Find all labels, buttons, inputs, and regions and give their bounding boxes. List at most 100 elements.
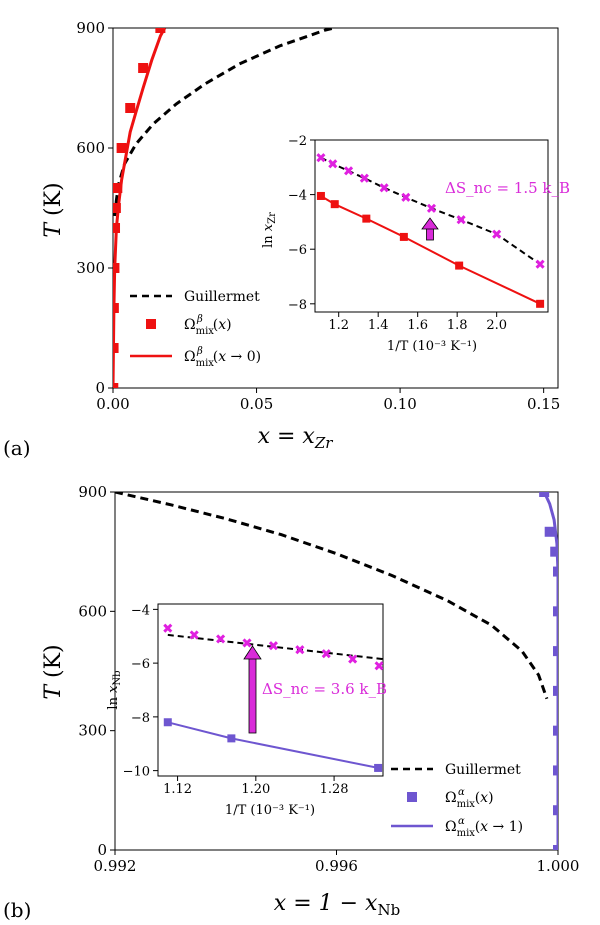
legend-omega-alpha-x1-label: Ωmixα (x → 1) — [445, 816, 523, 839]
panel-a-inset-ytick-label: −2 — [288, 134, 307, 149]
panel-a-inset-ytick-label: −8 — [288, 298, 307, 313]
panel-a-inset-series-0-line — [320, 156, 541, 266]
panel-b-series-1-point — [550, 546, 558, 557]
panel-a-inset-series-1-point — [455, 261, 464, 270]
panel-b-xlabel: x = 1 − xNb — [274, 891, 400, 919]
panel-a-inset-series — [316, 153, 545, 308]
panel-a-ytick-label: 900 — [76, 19, 105, 37]
panel-b-inset-series-2-point — [374, 763, 383, 772]
panel-b-series-2-line — [542, 492, 558, 850]
panel-a-inset-xtick-label: 1.6 — [407, 318, 428, 333]
panel-b-inset: 1.12 1.20 1.28 −10 −8 −6 −4 1/T (10⁻³ K⁻¹) ln … — [106, 603, 387, 818]
panel-a-inset-clip-group — [316, 153, 545, 308]
panel-a-xtick-label: 0.15 — [527, 395, 560, 413]
panel-a-series-1-point — [138, 63, 149, 73]
panel-b-inset-series-1-point — [295, 645, 305, 655]
panel-a-inset-series-0-point — [456, 215, 466, 225]
panel-a-series-1-point — [113, 343, 119, 353]
legend-omega-beta-x0-label: Ωmixβ (x → 0) — [184, 346, 261, 369]
panel-a-inset-series-0-point — [344, 166, 354, 176]
panel-a-inset-series-0-point — [316, 153, 326, 163]
panel-b-series — [115, 492, 558, 850]
panel-a-inset-series-1-point — [399, 232, 408, 241]
panel-a-inset-series-0-point — [535, 259, 545, 269]
panel-b-inset-arrow-shaft — [248, 657, 257, 734]
legend-guillermet-label: Guillermet — [184, 289, 260, 305]
panel-a-series-1-point — [155, 28, 166, 33]
panel-a-inset-annotation: ΔS_nc = 1.5 k_B — [445, 179, 570, 197]
legend-b-guillermet-label: Guillermet — [445, 762, 521, 778]
panel-a-inset-series-0-point — [359, 173, 369, 183]
panel-a-ylabel: T (K) — [41, 182, 66, 237]
panel-b-legend: Guillermet Ωmixα (x) Ωmixα (x → 1) — [391, 762, 523, 839]
panel-a-inset-ytick-label: −6 — [288, 243, 307, 258]
panel-a-ytick-label: 300 — [76, 259, 105, 277]
panel-a-inset-ylabel: ln xZr — [261, 212, 278, 248]
panel-b-series-1-point — [553, 725, 558, 736]
panel-b-inset-series-1-point — [268, 641, 278, 651]
panel-b-inset-xtick-label: 1.28 — [320, 782, 349, 797]
panel-a-xtick-label: 0.00 — [96, 395, 129, 413]
legend-omega-alpha-marker — [407, 792, 417, 802]
panel-a-inset-series-1-point — [536, 299, 545, 308]
panel-b-inset-series-1-point — [189, 630, 199, 640]
panel-b-inset-xtick-label: 1.12 — [163, 782, 192, 797]
panel-b-inset-xtick-label: 1.20 — [241, 782, 270, 797]
panel-a-series-1-point — [113, 263, 120, 273]
panel-b: 0.992 0.996 1.000 0 300 600 900 x = 1 − xNb T … — [3, 483, 579, 922]
panel-b-xtick-label: 0.992 — [94, 857, 137, 875]
panel-a-ticks: 0.00 0.05 0.10 0.15 0 300 600 900 — [76, 19, 560, 413]
panel-a-inset-xtick-label: 1.4 — [368, 318, 389, 333]
panel-b-ytick-label: 900 — [78, 483, 107, 501]
panel-a-xtick-label: 0.10 — [383, 395, 416, 413]
panel-a-inset: 1.2 1.6 2.0 1.4 1.8 −8 −6 −4 −2 1/T (10⁻³ K⁻¹) l… — [261, 134, 570, 354]
panel-b-inset-arrow-head — [243, 645, 262, 660]
panel-a-inset-series-0-point — [426, 203, 437, 213]
panel-a-legend: Guillermet Ωmixβ (x) Ωmixβ (x → 0) — [130, 289, 261, 369]
panel-b-ticks: 0.992 0.996 1.000 0 300 600 900 — [78, 483, 579, 875]
panel-b-series-1-point — [553, 646, 558, 657]
legend-omega-beta-x-label: Ωmixβ (x) — [184, 314, 232, 337]
panel-a-series — [113, 28, 335, 388]
panel-a-inset-arrow-head — [421, 217, 439, 230]
panel-b-inset-ytick-label: −4 — [131, 603, 150, 618]
panel-a-xtick-label: 0.05 — [240, 395, 273, 413]
panel-a-series-2-line — [113, 28, 167, 388]
panel-b-inset-series-1-point — [348, 654, 358, 664]
panel-b-inset-series-2-point — [163, 718, 172, 727]
legend-omega-alpha-x-label: Ωmixα (x) — [445, 787, 494, 810]
panel-a-series-1-point — [113, 303, 119, 313]
panel-a-inset-xtick-label: 1.8 — [447, 318, 468, 333]
panel-a-series-1-point — [116, 143, 127, 153]
panel-b-inset-ticks: 1.12 1.20 1.28 −10 −8 −6 −4 — [123, 603, 349, 797]
legend-omega-beta-marker — [146, 319, 156, 329]
panel-a-inset-ticks: 1.2 1.6 2.0 1.4 1.8 −8 −6 −4 −2 — [288, 134, 507, 333]
panel-b-series-1-point — [553, 765, 558, 776]
panel-b-inset-clip-group — [163, 623, 383, 772]
panel-a-ytick-label: 600 — [76, 139, 105, 157]
panel-a-series-1-point — [125, 103, 136, 113]
panel-a-xlabel: x = xZr — [258, 424, 334, 452]
panel-b-series-1-point — [553, 566, 558, 577]
panel-b-xtick-label: 0.996 — [315, 857, 358, 875]
panel-b-series-1-point — [553, 606, 558, 617]
panel-a-series-1-point — [113, 183, 123, 193]
panel-a-inset-series-0-point — [401, 192, 411, 202]
panel-b-ytick-label: 300 — [78, 722, 107, 740]
panel-b-inset-ytick-label: −6 — [131, 657, 150, 672]
panel-a-inset-series-1-point — [330, 200, 339, 209]
panel-a-inset-series-0-point — [492, 229, 502, 239]
panel-b-series-0-line — [115, 492, 549, 700]
panel-b-inset-series-1-point — [374, 661, 383, 671]
panel-b-inset-series-1-point — [216, 634, 226, 644]
panel-b-inset-ylabel: ln xNb — [106, 670, 123, 709]
panel-a-inset-ytick-label: −4 — [288, 189, 307, 204]
panel-a-inset-arrow-shaft — [426, 227, 434, 241]
panel-a-inset-series-1-point — [316, 191, 325, 200]
panel-a-inset-xlabel: 1/T (10⁻³ K⁻¹) — [387, 339, 477, 354]
panel-a-series-1-point — [113, 383, 119, 388]
panel-b-inset-series-1-point — [163, 623, 173, 633]
panel-b-series-1-point — [553, 805, 558, 816]
panel-b-xtick-label: 1.000 — [537, 857, 580, 875]
